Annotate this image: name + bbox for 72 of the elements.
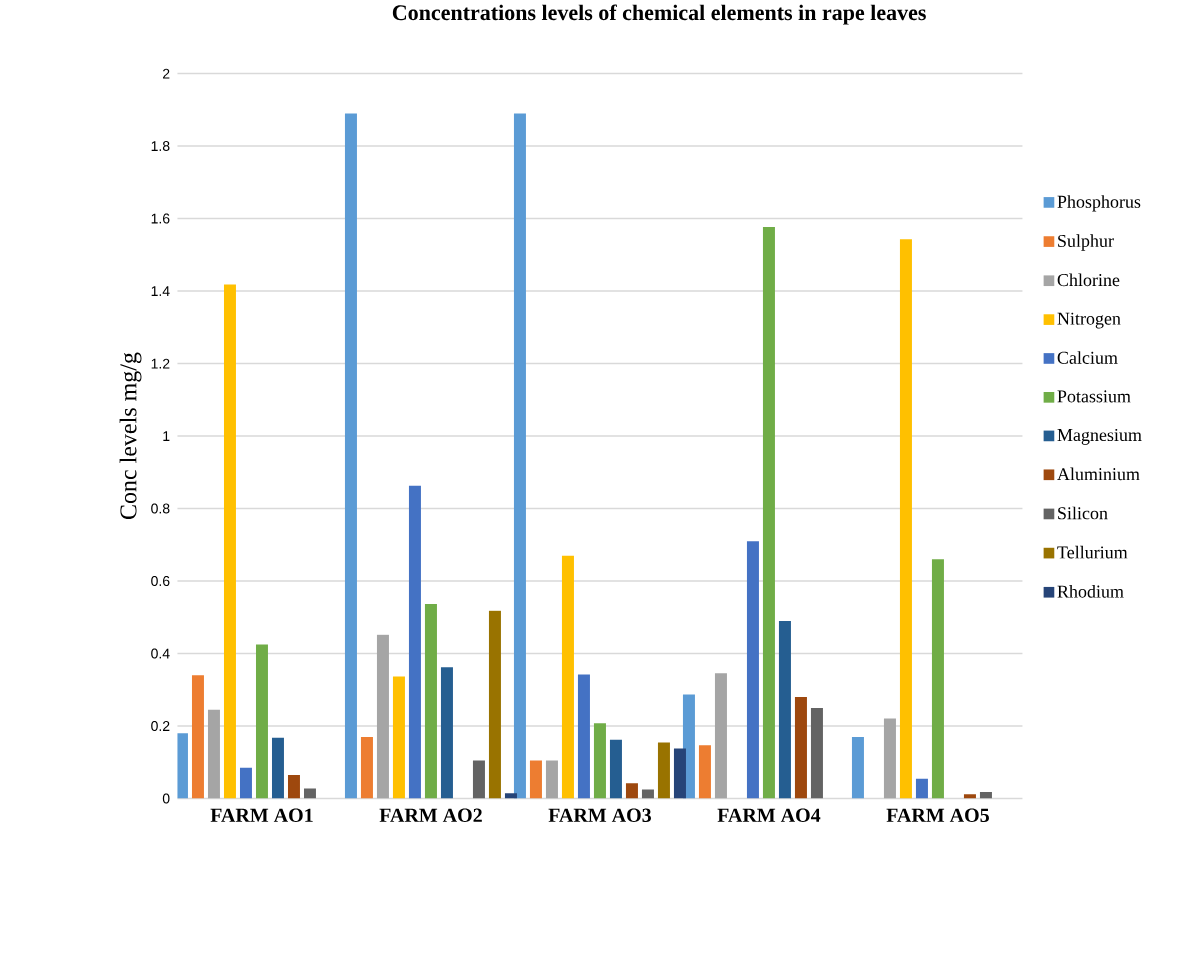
- y-tick-label: 1.4: [151, 286, 170, 297]
- y-axis-title: Conc levels mg/g: [119, 352, 142, 520]
- legend-label: Chlorine: [1057, 273, 1120, 287]
- y-tick-label: 1: [163, 431, 170, 442]
- y-tick-label: 1.6: [151, 213, 170, 224]
- bar: [851, 737, 864, 799]
- bar: [931, 559, 944, 799]
- bar: [424, 604, 437, 799]
- bar: [376, 634, 389, 799]
- bar: [488, 610, 501, 799]
- y-tick-label: 0.2: [151, 721, 170, 732]
- bar: [762, 227, 775, 799]
- bar: [177, 733, 188, 799]
- bar: [440, 667, 453, 799]
- bar: [714, 673, 727, 799]
- bar: [303, 788, 316, 799]
- bar: [513, 113, 526, 799]
- bar: [915, 778, 928, 799]
- bar: [287, 775, 300, 799]
- y-tick-label: 2: [163, 68, 170, 79]
- x-tick-label: FARM AO1: [210, 808, 313, 823]
- bar: [271, 737, 284, 799]
- bar: [392, 676, 405, 799]
- x-tick-label: FARM AO2: [379, 808, 482, 823]
- legend-label: Sulphur: [1058, 234, 1114, 251]
- x-tick-label: FARM AO3: [548, 808, 651, 823]
- bar: [529, 760, 542, 799]
- x-tick-label: FARM AO4: [717, 808, 821, 823]
- bar: [408, 485, 421, 799]
- bar: [223, 284, 236, 799]
- x-tick-label: FARM AO5: [886, 808, 989, 823]
- bar: [746, 541, 759, 799]
- bar: [344, 113, 357, 799]
- legend-label: Aluminium: [1057, 467, 1140, 481]
- bar: [609, 739, 622, 799]
- legend-label: Nitrogen: [1057, 312, 1121, 329]
- bar: [207, 709, 220, 799]
- bar: [979, 792, 992, 799]
- y-tick-label: 1.8: [151, 141, 170, 152]
- bar: [810, 708, 823, 799]
- bar: [577, 674, 590, 799]
- bar: [883, 718, 896, 799]
- y-tick-label: 0: [162, 793, 170, 804]
- bar: [472, 760, 485, 799]
- y-tick-label: 0.8: [151, 503, 170, 514]
- legend-label: Magnesium: [1057, 429, 1142, 445]
- bar: [561, 555, 574, 799]
- legend-label: Calcium: [1057, 351, 1118, 365]
- chart-title: Concentrations levels of chemical elements in rape leaves: [392, 4, 926, 25]
- bar: [673, 748, 686, 799]
- bar: [545, 760, 558, 799]
- bar: [255, 644, 268, 799]
- bar: [899, 239, 912, 799]
- bar: [657, 742, 670, 799]
- legend-label: Silicon: [1058, 506, 1108, 520]
- bar: [794, 697, 807, 799]
- bar: [593, 723, 606, 799]
- bar: [778, 621, 791, 799]
- legend-label: Potassium: [1057, 390, 1131, 403]
- bar: [239, 767, 252, 799]
- bar: [698, 745, 711, 799]
- y-tick-label: 1.2: [151, 358, 170, 369]
- y-tick-label: 0.6: [151, 576, 170, 587]
- bar: [360, 737, 373, 799]
- bar: [504, 793, 517, 799]
- legend-label: Tellurium: [1057, 546, 1128, 559]
- legend-label: Phosphorus: [1057, 195, 1141, 212]
- bar: [625, 783, 638, 799]
- bar: [963, 794, 976, 799]
- bar: [191, 675, 204, 799]
- legend-label: Rhodium: [1057, 585, 1124, 598]
- y-tick-label: 0.4: [151, 648, 170, 659]
